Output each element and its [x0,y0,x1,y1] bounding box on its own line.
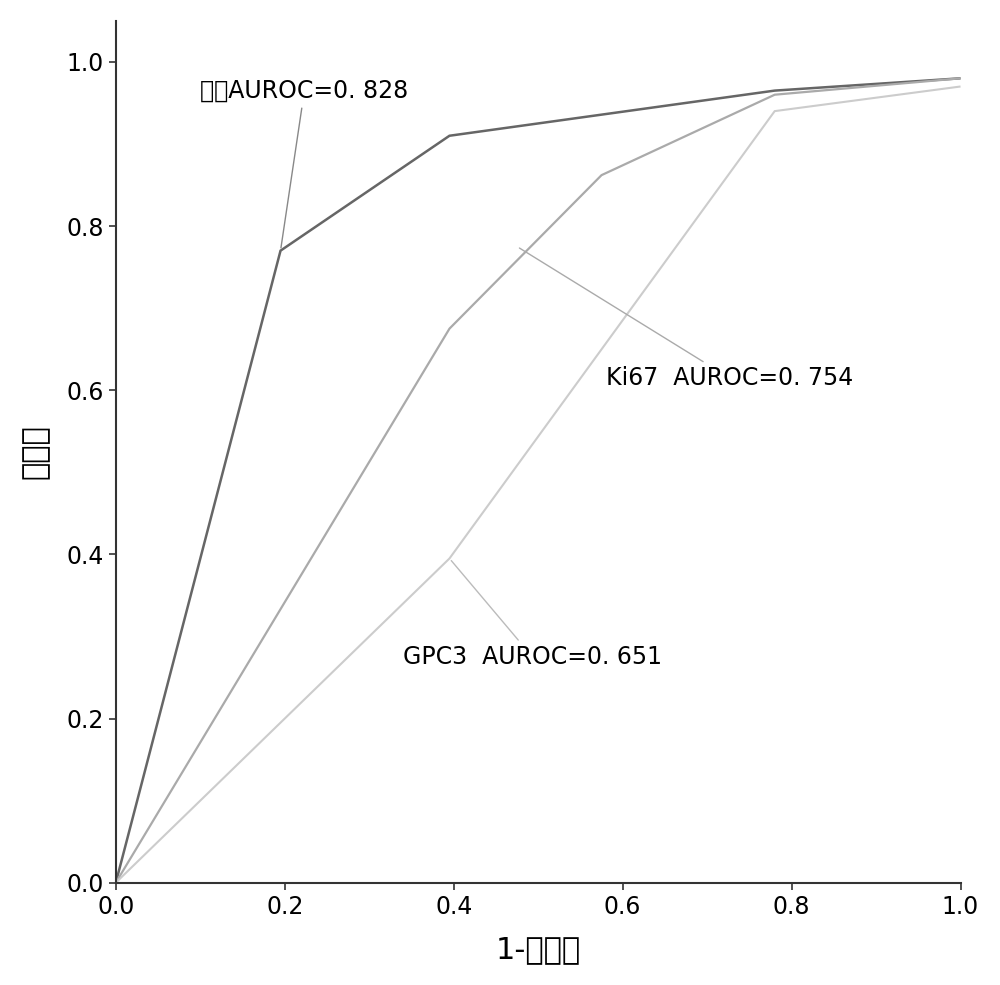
X-axis label: 1-特异性: 1-特异性 [496,935,581,964]
Text: Ki67  AUROC=0. 754: Ki67 AUROC=0. 754 [519,248,853,390]
Text: GPC3  AUROC=0. 651: GPC3 AUROC=0. 651 [403,560,662,669]
Text: 模型AUROC=0. 828: 模型AUROC=0. 828 [200,79,409,248]
Y-axis label: 灵敏性: 灵敏性 [21,425,50,479]
